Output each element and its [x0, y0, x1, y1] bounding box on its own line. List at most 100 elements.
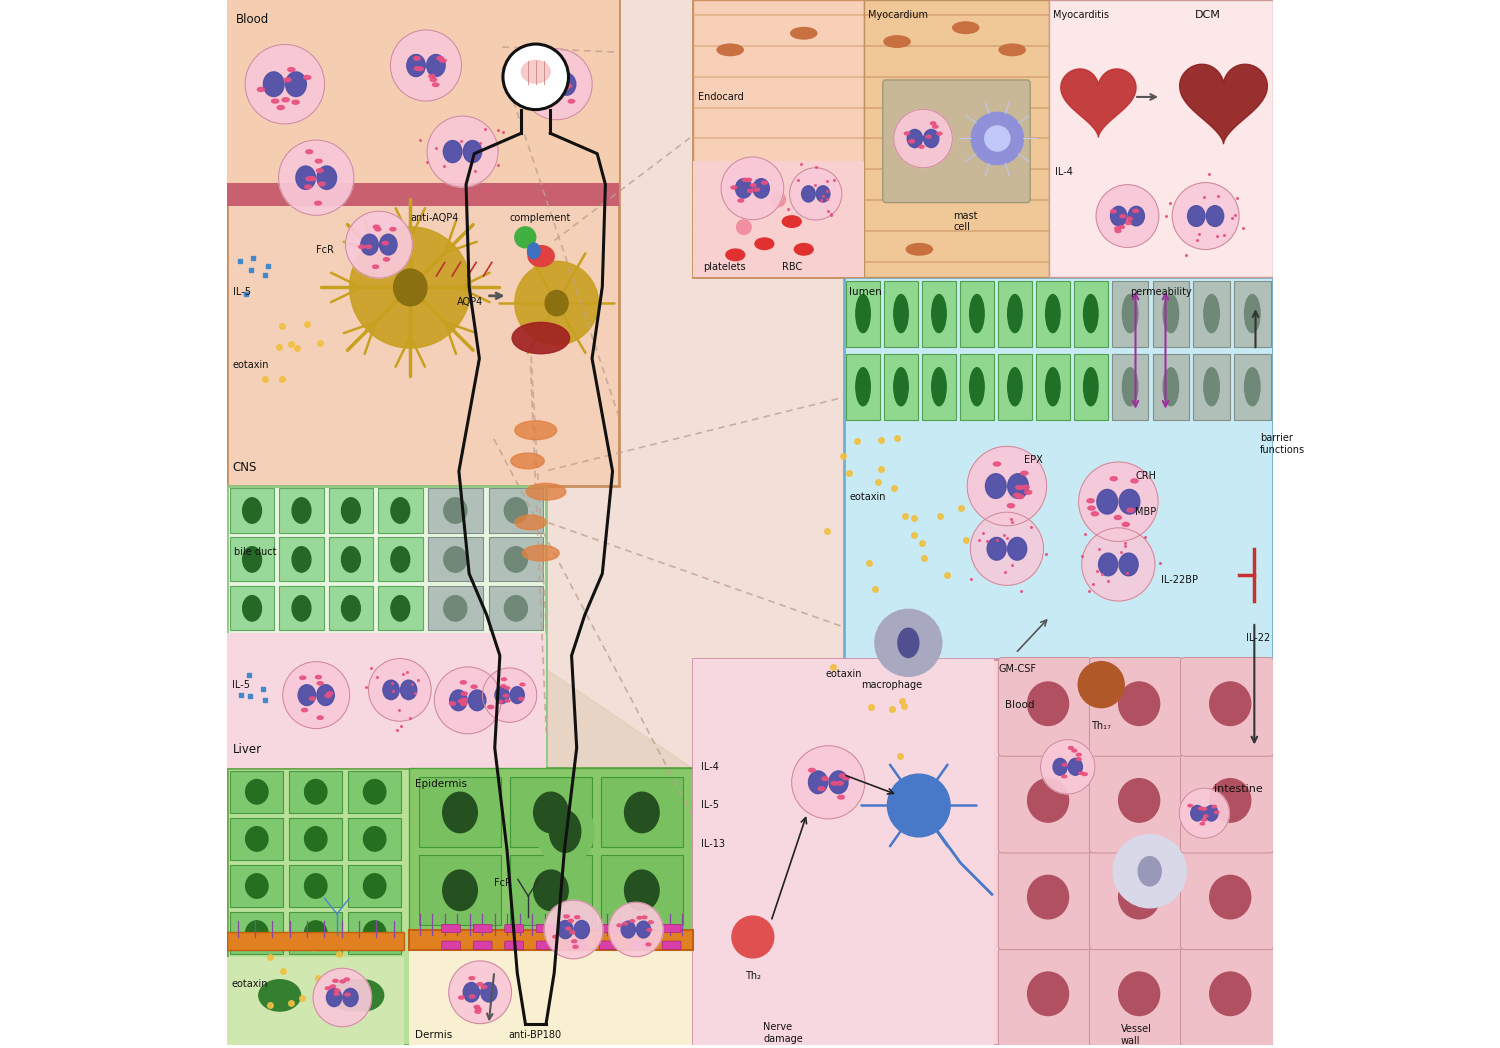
Ellipse shape: [363, 780, 386, 804]
Ellipse shape: [471, 685, 477, 689]
Ellipse shape: [1110, 206, 1126, 225]
Ellipse shape: [1128, 206, 1144, 225]
Ellipse shape: [1008, 294, 1022, 332]
Ellipse shape: [1008, 504, 1014, 507]
Ellipse shape: [564, 915, 568, 918]
Ellipse shape: [754, 238, 774, 249]
Ellipse shape: [969, 368, 984, 406]
Ellipse shape: [315, 675, 321, 679]
FancyBboxPatch shape: [1089, 947, 1182, 1046]
FancyBboxPatch shape: [228, 768, 693, 1045]
Ellipse shape: [1204, 368, 1219, 406]
Ellipse shape: [382, 241, 388, 245]
Circle shape: [874, 609, 942, 676]
Ellipse shape: [501, 684, 506, 687]
Ellipse shape: [330, 980, 372, 1011]
Ellipse shape: [1088, 506, 1095, 510]
Ellipse shape: [482, 985, 488, 988]
Ellipse shape: [296, 166, 315, 190]
Ellipse shape: [537, 798, 594, 866]
FancyBboxPatch shape: [228, 0, 620, 188]
FancyBboxPatch shape: [1192, 281, 1230, 347]
Ellipse shape: [482, 983, 496, 1002]
Ellipse shape: [554, 72, 561, 75]
Text: Th₂: Th₂: [746, 970, 760, 981]
Text: eotaxin: eotaxin: [849, 492, 886, 502]
Ellipse shape: [522, 545, 560, 561]
Ellipse shape: [474, 1005, 480, 1008]
Ellipse shape: [429, 74, 435, 78]
Text: CRH: CRH: [1136, 471, 1156, 481]
FancyBboxPatch shape: [567, 924, 586, 933]
FancyBboxPatch shape: [441, 924, 460, 933]
FancyBboxPatch shape: [504, 924, 524, 933]
FancyBboxPatch shape: [846, 354, 880, 419]
FancyBboxPatch shape: [1180, 851, 1274, 949]
Ellipse shape: [558, 920, 573, 939]
Ellipse shape: [450, 702, 456, 705]
FancyBboxPatch shape: [662, 941, 681, 949]
Ellipse shape: [1022, 485, 1029, 489]
Ellipse shape: [1120, 215, 1125, 218]
Ellipse shape: [302, 708, 307, 712]
Ellipse shape: [512, 453, 544, 468]
FancyBboxPatch shape: [328, 488, 374, 532]
Text: Th₁₇: Th₁₇: [1092, 721, 1112, 732]
Ellipse shape: [843, 777, 849, 780]
Ellipse shape: [514, 516, 546, 529]
Ellipse shape: [816, 185, 830, 202]
Ellipse shape: [444, 498, 466, 523]
Ellipse shape: [243, 498, 261, 523]
Circle shape: [970, 112, 1023, 165]
Ellipse shape: [830, 771, 848, 793]
Ellipse shape: [574, 920, 590, 939]
Ellipse shape: [544, 290, 568, 315]
Ellipse shape: [495, 686, 508, 703]
Text: IL-5: IL-5: [232, 287, 250, 297]
Ellipse shape: [476, 1010, 480, 1013]
Ellipse shape: [932, 294, 946, 332]
FancyBboxPatch shape: [693, 0, 864, 277]
Ellipse shape: [246, 827, 268, 851]
Circle shape: [736, 220, 752, 235]
Ellipse shape: [498, 700, 502, 703]
Ellipse shape: [1083, 772, 1088, 776]
Circle shape: [350, 226, 471, 348]
FancyBboxPatch shape: [1089, 851, 1182, 949]
Ellipse shape: [735, 178, 752, 198]
FancyBboxPatch shape: [960, 354, 994, 419]
Circle shape: [792, 746, 865, 818]
Ellipse shape: [738, 199, 744, 202]
FancyBboxPatch shape: [441, 941, 460, 949]
Text: MBP: MBP: [1136, 507, 1156, 517]
Ellipse shape: [1188, 805, 1192, 807]
Ellipse shape: [304, 185, 312, 189]
Ellipse shape: [1053, 759, 1066, 776]
Ellipse shape: [460, 681, 466, 684]
Circle shape: [970, 512, 1044, 586]
Ellipse shape: [1162, 368, 1179, 406]
FancyBboxPatch shape: [1089, 657, 1182, 757]
Ellipse shape: [952, 22, 980, 34]
Ellipse shape: [1017, 495, 1023, 499]
Circle shape: [503, 44, 568, 110]
Circle shape: [1041, 740, 1095, 794]
Ellipse shape: [740, 238, 765, 249]
Ellipse shape: [246, 921, 268, 945]
Circle shape: [544, 900, 603, 959]
Ellipse shape: [840, 774, 846, 778]
Ellipse shape: [624, 870, 658, 911]
Ellipse shape: [363, 827, 386, 851]
FancyBboxPatch shape: [489, 586, 543, 630]
Ellipse shape: [300, 676, 306, 679]
Ellipse shape: [528, 245, 554, 266]
Text: barrier
functions: barrier functions: [1260, 434, 1305, 455]
FancyBboxPatch shape: [328, 586, 374, 630]
Ellipse shape: [822, 777, 828, 781]
Circle shape: [1179, 788, 1230, 838]
Ellipse shape: [1122, 294, 1138, 332]
FancyBboxPatch shape: [999, 851, 1092, 949]
Ellipse shape: [1245, 294, 1260, 332]
Ellipse shape: [306, 150, 312, 154]
Ellipse shape: [504, 595, 528, 621]
